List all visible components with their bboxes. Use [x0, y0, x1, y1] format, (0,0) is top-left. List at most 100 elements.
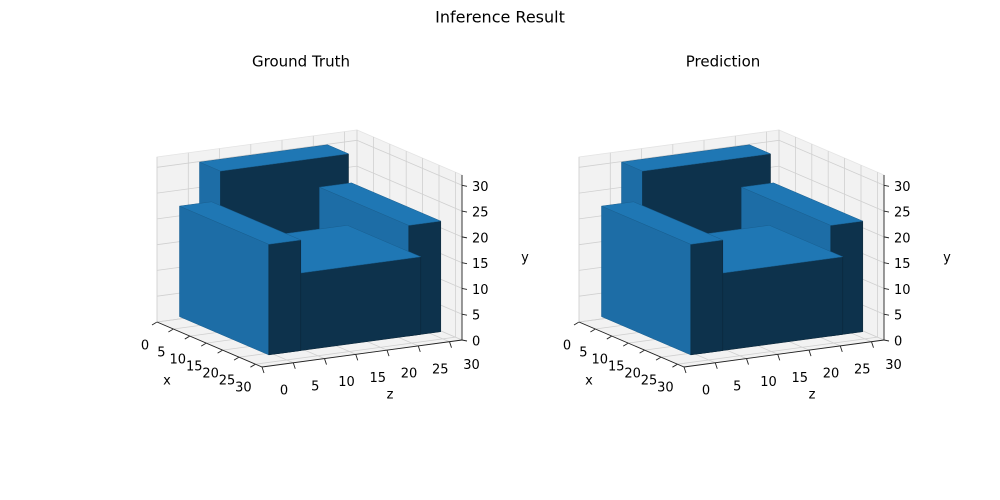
- z-tick-label: 30: [885, 358, 902, 373]
- x-tick-label: 10: [170, 353, 187, 368]
- tick-mark: [386, 349, 390, 357]
- x-axis-line: [156, 321, 263, 368]
- tick-mark: [250, 363, 256, 368]
- tick-mark: [883, 287, 890, 290]
- z-tick-label: 30: [463, 358, 480, 373]
- z-axis-line: [261, 339, 463, 368]
- z-tick-label: 15: [369, 371, 386, 386]
- tick-mark: [461, 287, 468, 290]
- z-tick-label: 5: [733, 379, 741, 394]
- tick-mark: [883, 339, 890, 342]
- tick-mark: [590, 328, 596, 333]
- y-tick-label: 0: [472, 335, 480, 350]
- y-tick-label: 0: [894, 335, 902, 350]
- z-tick-label: 20: [823, 367, 840, 382]
- tick-mark: [461, 236, 468, 239]
- tick-mark: [883, 210, 890, 213]
- voxel-face: [178, 201, 302, 245]
- x-tick-label: 20: [624, 367, 641, 382]
- tick-mark: [292, 362, 296, 369]
- y-axis-label: y: [943, 251, 951, 266]
- x-tick-label: 25: [219, 374, 236, 389]
- tick-mark: [639, 349, 645, 354]
- y-tick-label: 15: [472, 257, 489, 272]
- z-axis-line: [683, 339, 885, 368]
- y-tick-label: 10: [472, 283, 489, 298]
- y-tick-label: 30: [472, 180, 489, 195]
- x-tick-label: 30: [235, 381, 252, 396]
- tick-mark: [871, 341, 874, 348]
- z-tick-label: 25: [854, 362, 871, 377]
- tick-mark: [746, 358, 749, 365]
- tick-mark: [808, 349, 812, 357]
- tick-mark: [714, 362, 718, 369]
- tick-mark: [883, 313, 890, 316]
- tick-mark: [883, 184, 890, 187]
- y-tick-label: 5: [894, 309, 902, 324]
- y-tick-label: 30: [894, 180, 911, 195]
- x-tick-label: 25: [641, 374, 658, 389]
- x-tick-label: 30: [657, 381, 674, 396]
- tick-mark: [355, 354, 359, 361]
- tick-mark: [151, 321, 158, 326]
- tick-mark: [672, 363, 678, 368]
- axes-title: Ground Truth: [252, 53, 350, 71]
- x-tick-label: 5: [157, 346, 165, 361]
- x-tick-label: 0: [563, 339, 571, 354]
- tick-mark: [461, 313, 468, 316]
- tick-mark: [606, 335, 613, 340]
- tick-mark: [217, 349, 223, 354]
- z-axis-label: z: [809, 388, 816, 403]
- tick-mark: [622, 342, 629, 347]
- voxel-face: [620, 144, 772, 172]
- z-tick-label: 10: [760, 375, 777, 390]
- tick-mark: [417, 345, 421, 353]
- z-tick-label: 0: [702, 384, 710, 399]
- tick-mark: [461, 184, 468, 187]
- voxel-face: [600, 201, 724, 245]
- y-tick-label: 20: [894, 231, 911, 246]
- tick-mark: [233, 356, 240, 361]
- tick-mark: [461, 210, 468, 213]
- tick-mark: [655, 356, 662, 361]
- tick-mark: [883, 262, 890, 265]
- tick-mark: [683, 366, 687, 374]
- tick-mark: [168, 328, 174, 333]
- x-axis-line: [578, 321, 685, 368]
- x-tick-label: 10: [592, 353, 609, 368]
- voxel-face: [318, 182, 442, 226]
- tick-mark: [461, 262, 468, 265]
- y-tick-label: 15: [894, 257, 911, 272]
- voxel-face: [268, 239, 302, 356]
- tick-mark: [777, 354, 781, 361]
- x-tick-label: 15: [608, 360, 625, 375]
- x-tick-label: 20: [202, 367, 219, 382]
- figure-title: Inference Result: [435, 8, 565, 27]
- y-tick-label: 20: [472, 231, 489, 246]
- y-tick-label: 25: [894, 206, 911, 221]
- voxel-face: [198, 144, 350, 172]
- z-tick-label: 25: [432, 362, 449, 377]
- z-tick-label: 10: [338, 375, 355, 390]
- x-tick-label: 5: [579, 346, 587, 361]
- y-tick-label: 5: [472, 309, 480, 324]
- z-tick-label: 20: [401, 367, 418, 382]
- y-axis-label: y: [521, 251, 529, 266]
- y-tick-label: 10: [894, 283, 911, 298]
- y-tick-label: 25: [472, 206, 489, 221]
- axes-title: Prediction: [686, 53, 761, 71]
- x-axis-label: x: [163, 374, 171, 389]
- tick-mark: [184, 335, 191, 340]
- z-axis-label: z: [387, 388, 394, 403]
- grid-line: [578, 139, 885, 186]
- tick-mark: [449, 341, 452, 348]
- tick-mark: [839, 345, 843, 353]
- z-tick-label: 15: [791, 371, 808, 386]
- tick-mark: [461, 339, 468, 342]
- tick-mark: [200, 342, 207, 347]
- x-tick-label: 0: [141, 339, 149, 354]
- z-tick-label: 5: [311, 379, 319, 394]
